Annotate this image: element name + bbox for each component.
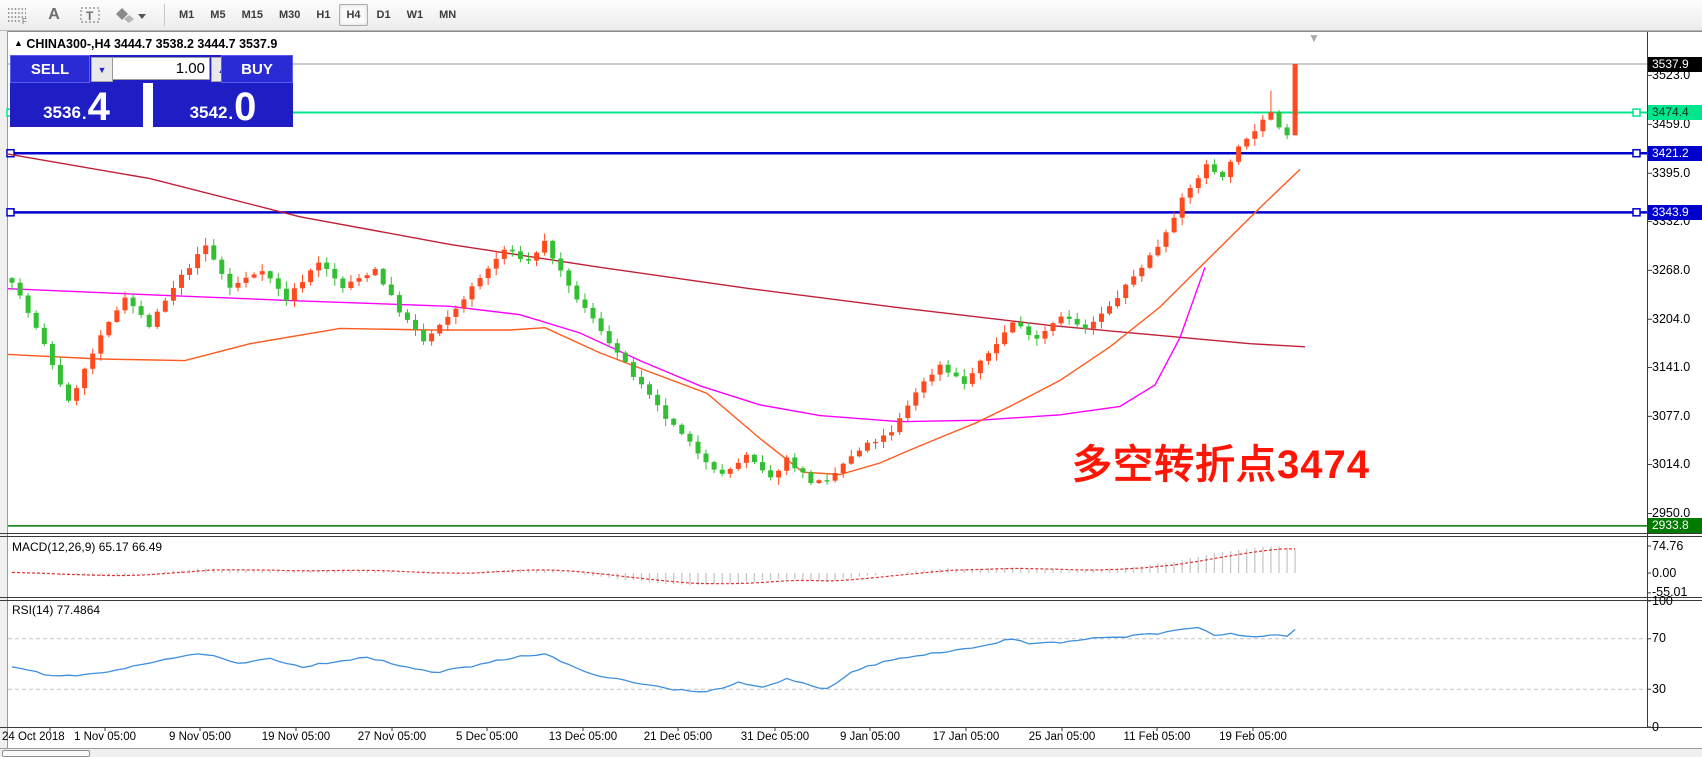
buy-price-sep: . — [228, 104, 234, 123]
ma-slow — [7, 153, 1306, 348]
ohlc-values: 3444.7 3538.2 3444.7 3537.9 — [113, 37, 278, 51]
one-click-trade-panel: SELL ▼ ▲ BUY 3536 . 4 3542 . 0 — [10, 55, 293, 127]
tf-button-M5[interactable]: M5 — [203, 4, 232, 26]
price-tick-3459.0: 3459.0 — [1652, 116, 1691, 131]
buy-price-big-digit: 0 — [234, 85, 257, 129]
buy-button[interactable]: BUY — [221, 55, 293, 83]
trade-panel-controls: SELL — [10, 55, 293, 83]
toolbar: F A T M1 M5 M15 M30 H1 H4 D1 W1 MN — [0, 0, 1702, 31]
tf-button-H1[interactable]: H1 — [309, 4, 337, 26]
price-chip-3421.2: 3421.2 — [1648, 145, 1702, 161]
rsi-line — [11, 626, 1296, 693]
macd-tick-74.76: 74.76 — [1652, 538, 1684, 553]
macd-tick-0.00: 0.00 — [1652, 565, 1677, 580]
time-label: 17 Jan 05:00 — [932, 731, 1000, 743]
text-a-icon[interactable]: A — [48, 6, 60, 23]
time-label: 5 Dec 05:00 — [455, 731, 518, 743]
tf-button-M1[interactable]: M1 — [172, 4, 201, 26]
tf-button-MN[interactable]: MN — [432, 4, 463, 26]
horizontal-scrollbar-thumb[interactable] — [2, 750, 90, 757]
sell-price-sep: . — [81, 104, 87, 123]
sell-price-main: 3536 — [43, 103, 81, 122]
scroll-to-end-icon[interactable]: ▼ — [1308, 31, 1320, 45]
window-bottom-strip — [0, 748, 1702, 757]
tf-button-H4[interactable]: H4 — [339, 4, 368, 26]
rsi-indicator-label: RSI(14) 77.4864 — [12, 603, 101, 617]
tf-button-W1[interactable]: W1 — [400, 4, 431, 26]
price-tick-3141.0: 3141.0 — [1652, 359, 1691, 374]
support-line-3343-handle[interactable] — [1632, 208, 1641, 217]
time-label: 11 Feb 05:00 — [1123, 731, 1191, 743]
support-line-3343-handle[interactable] — [6, 208, 15, 217]
time-label: 19 Nov 05:00 — [261, 731, 331, 743]
chart-annotation-text: 多空转折点3474 — [1072, 443, 1370, 487]
window-border-top — [0, 31, 1702, 32]
price-chip-3474.4: 3474.4 — [1648, 105, 1702, 121]
sell-price[interactable]: 3536 . 4 — [10, 83, 143, 127]
resistance-line-3474-handle[interactable] — [1632, 108, 1641, 117]
chart-symbol-title: ▲ CHINA300-,H4 3444.7 3538.2 3444.7 3537… — [14, 37, 277, 51]
volume-dropdown-icon[interactable]: ▼ — [91, 57, 113, 82]
time-label: 27 Nov 05:00 — [357, 731, 427, 743]
toolbar-separator — [164, 4, 165, 26]
time-label: 21 Dec 05:00 — [643, 731, 713, 743]
trade-panel-divider — [143, 83, 153, 124]
volume-input[interactable] — [112, 57, 210, 80]
tf-button-M30[interactable]: M30 — [272, 4, 307, 26]
macd-indicator-label: MACD(12,26,9) 65.17 66.49 — [12, 540, 163, 554]
sell-button[interactable]: SELL — [10, 55, 90, 83]
timeframe-group: M1 M5 M15 M30 H1 H4 D1 W1 MN — [171, 4, 464, 26]
time-label: 1 Nov 05:00 — [73, 731, 136, 743]
collapse-arrow-icon[interactable]: ▲ — [14, 38, 23, 48]
price-tick-3077.0: 3077.0 — [1652, 408, 1691, 423]
shapes-icon[interactable] — [110, 2, 152, 28]
sell-price-big-digit: 4 — [87, 85, 110, 129]
price-chip-3537.9: 3537.9 — [1648, 56, 1702, 72]
price-chip-2933.8: 2933.8 — [1648, 518, 1702, 534]
grid-f-icon[interactable]: F — [2, 2, 34, 28]
price-tick-3268.0: 3268.0 — [1652, 262, 1691, 277]
time-label: 24 Oct 2018 — [2, 731, 65, 743]
support-line-3421-handle[interactable] — [6, 148, 15, 158]
time-label: 19 Feb 05:00 — [1219, 731, 1287, 743]
time-label: 31 Dec 05:00 — [740, 731, 810, 743]
price-tick-3014.0: 3014.0 — [1652, 457, 1691, 472]
time-label: 13 Dec 05:00 — [548, 731, 618, 743]
price-tick-3395.0: 3395.0 — [1652, 165, 1691, 180]
rsi-tick-30: 30 — [1652, 681, 1666, 696]
buy-price[interactable]: 3542 . 0 — [153, 83, 293, 127]
rsi-tick-70: 70 — [1652, 631, 1666, 646]
tf-button-D1[interactable]: D1 — [370, 4, 398, 26]
price-tick-2950.0: 2950.0 — [1652, 505, 1691, 520]
window-border-left — [0, 31, 8, 757]
price-chip-3343.9: 3343.9 — [1648, 204, 1702, 220]
tf-button-M15[interactable]: M15 — [235, 4, 270, 26]
svg-text:F: F — [22, 17, 27, 24]
rsi-tick-100: 100 — [1652, 593, 1673, 608]
candlestick-series — [9, 63, 1298, 486]
macd-signal-line — [11, 548, 1296, 585]
time-label: 9 Jan 05:00 — [839, 731, 901, 743]
buy-price-main: 3542 — [189, 103, 228, 122]
macd-tick--55.01: -55.01 — [1652, 585, 1688, 600]
time-label: 25 Jan 05:00 — [1028, 731, 1096, 743]
support-line-3421-handle[interactable] — [1632, 148, 1641, 158]
symbol-name: CHINA300-,H4 — [26, 37, 111, 51]
price-tick-3204.0: 3204.0 — [1652, 311, 1691, 326]
svg-text:T: T — [86, 9, 94, 23]
text-box-icon[interactable]: T — [74, 2, 106, 28]
rsi-tick-0: 0 — [1652, 719, 1659, 734]
time-label: 9 Nov 05:00 — [168, 731, 231, 743]
